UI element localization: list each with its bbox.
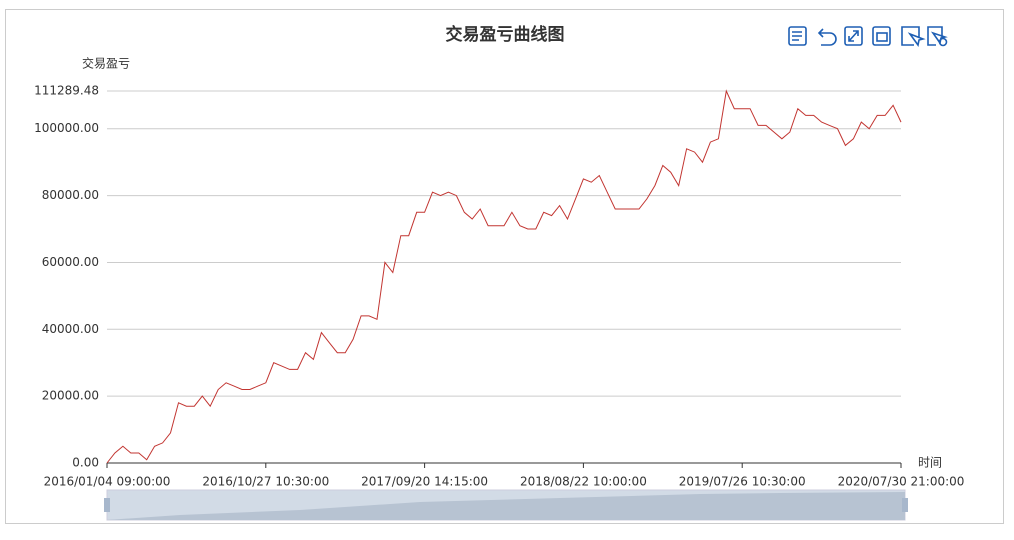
tool-data-view[interactable] [788,26,807,46]
y-tick-label: 0.00 [72,456,99,470]
data-zoom[interactable] [104,489,908,521]
zoom-handle[interactable] [902,498,908,512]
zoom-handle[interactable] [104,498,110,512]
x-tick-label: 2020/07/30 21:00:00 [838,475,965,489]
y-axis-label: 交易盈亏 [82,56,130,71]
x-tick-label: 2017/09/20 14:15:00 [361,475,488,489]
x-axis-label: 时间 [918,456,942,470]
tool-restore[interactable] [817,28,837,46]
y-tick-label: 20000.00 [42,389,99,403]
frame [5,9,1004,524]
x-tick-label: 2016/01/04 09:00:00 [44,475,171,489]
tool-fullscreen[interactable] [844,26,863,46]
y-tick-label: 111289.48 [34,84,99,98]
y-tick-label: 40000.00 [42,322,99,336]
x-tick-label: 2019/07/26 10:30:00 [679,475,806,489]
tool-save[interactable] [872,26,891,46]
chart-title: 交易盈亏曲线图 [446,24,565,45]
y-tick-label: 80000.00 [42,188,99,202]
zoom-preview [107,492,905,520]
tool-zoom[interactable] [901,26,926,47]
x-tick-label: 2016/10/27 10:30:00 [202,475,329,489]
y-tick-label: 100000.00 [34,121,99,135]
tool-zoom-reset[interactable] [927,26,948,47]
y-tick-label: 60000.00 [42,255,99,269]
data-line [106,89,902,464]
toolbox [788,26,948,47]
x-tick-label: 2018/08/22 10:00:00 [520,475,647,489]
